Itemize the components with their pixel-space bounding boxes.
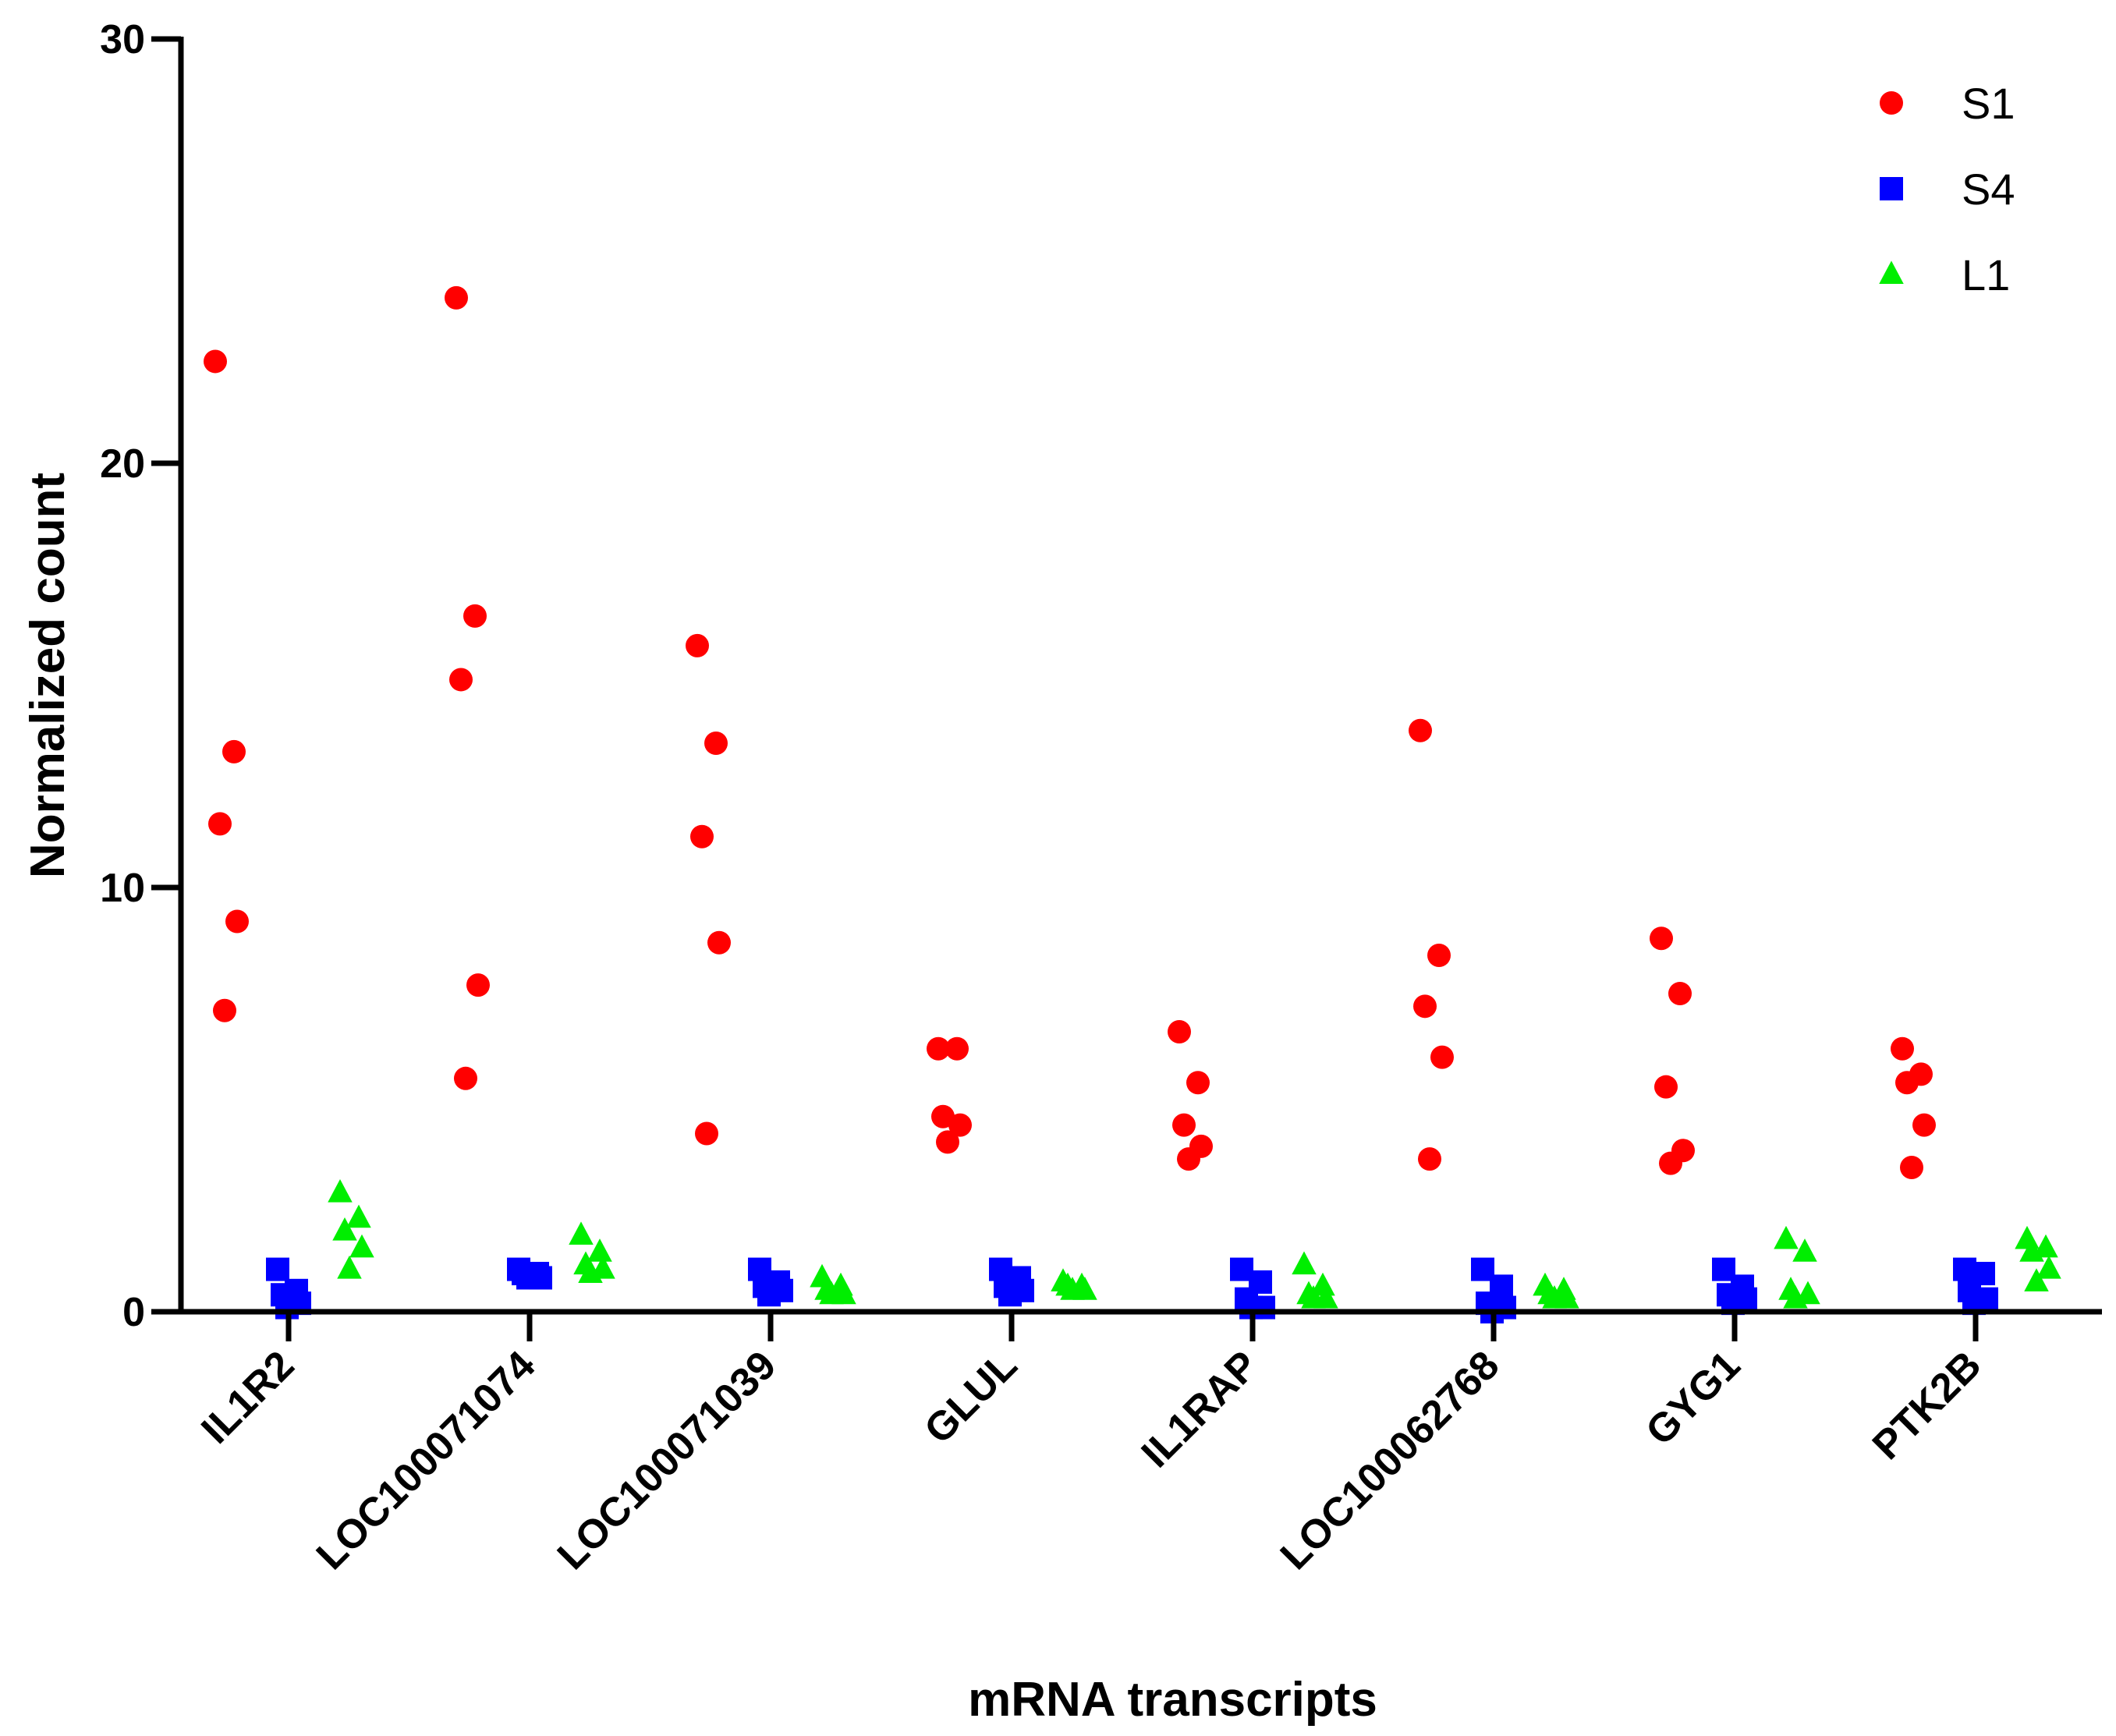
legend-item-s1: S1 — [1880, 79, 2015, 128]
x-tick-label: PTK2B — [1864, 1342, 1990, 1469]
data-point-l1 — [587, 1238, 612, 1262]
legend-marker-l1 — [1879, 260, 1904, 284]
y-tick-label: 10 — [100, 866, 145, 911]
data-point-s1 — [1900, 1156, 1923, 1180]
series-s1 — [204, 285, 1936, 1180]
data-point-s1 — [695, 1121, 718, 1146]
y-tick-label: 20 — [100, 441, 145, 487]
axes — [178, 37, 2102, 1315]
data-point-s1 — [1186, 1071, 1210, 1095]
data-point-s4 — [998, 1283, 1022, 1307]
x-tick-label: GLUL — [916, 1342, 1026, 1452]
data-point-l1 — [2015, 1225, 2040, 1249]
data-point-l1 — [2036, 1255, 2061, 1279]
data-point-s1 — [213, 998, 236, 1022]
data-point-s1 — [1912, 1113, 1936, 1137]
x-tick-label: IL1R2 — [193, 1342, 303, 1452]
legend-marker-s1 — [1880, 91, 1903, 115]
data-point-s1 — [1168, 1019, 1191, 1043]
data-point-s1 — [704, 732, 728, 756]
y-tick-label: 0 — [122, 1290, 145, 1335]
x-tick-label: IL1RAP — [1133, 1342, 1267, 1476]
data-point-l1 — [1792, 1238, 1817, 1262]
data-point-s1 — [1409, 718, 1432, 742]
data-point-s1 — [690, 824, 714, 849]
data-point-s1 — [945, 1036, 969, 1061]
data-point-s1 — [208, 812, 232, 836]
data-point-l1 — [332, 1217, 357, 1241]
legend-item-s4: S4 — [1880, 165, 2015, 214]
x-tick-label: GYG1 — [1637, 1342, 1749, 1454]
data-point-l1 — [578, 1259, 603, 1284]
data-point-s1 — [1659, 1151, 1682, 1175]
data-point-s1 — [927, 1036, 950, 1061]
legend-label: S4 — [1962, 165, 2015, 214]
data-point-l1 — [2033, 1234, 2058, 1258]
data-point-s1 — [225, 909, 249, 934]
legend-label: L1 — [1962, 250, 2010, 299]
series-l1 — [328, 1179, 2061, 1309]
data-point-s1 — [1172, 1113, 1196, 1137]
data-point-l1 — [337, 1255, 362, 1279]
data-point-s1 — [1430, 1045, 1454, 1069]
data-point-l1 — [569, 1221, 594, 1245]
data-point-l1 — [328, 1179, 353, 1203]
data-point-l1 — [1060, 1277, 1085, 1300]
data-point-s1 — [1895, 1071, 1919, 1095]
data-point-s1 — [1891, 1036, 1914, 1061]
data-point-s1 — [454, 1066, 477, 1090]
data-point-l1 — [349, 1234, 374, 1258]
data-point-l1 — [1783, 1285, 1808, 1309]
data-point-s1 — [204, 349, 227, 374]
x-axis-ticks: IL1R2 LOC100071074 LOC100071039 GLUL IL1RAP L… — [193, 1312, 1990, 1578]
data-point-l1 — [819, 1281, 844, 1305]
y-axis-title: Normalized count — [21, 473, 75, 878]
data-point-l1 — [1542, 1285, 1567, 1309]
data-point-s1 — [1654, 1075, 1678, 1099]
legend-item-l1: L1 — [1879, 250, 2010, 299]
legend: S1 S4 L1 — [1879, 79, 2015, 299]
data-point-s1 — [1650, 926, 1673, 951]
data-point-l1 — [346, 1204, 371, 1228]
data-point-s4 — [266, 1257, 289, 1281]
data-point-s4 — [516, 1266, 540, 1290]
x-tick-label: LOC100071039 — [549, 1342, 785, 1578]
legend-marker-s4 — [1880, 177, 1903, 200]
data-point-s1 — [1418, 1147, 1441, 1171]
data-point-s1 — [1413, 994, 1437, 1019]
data-point-s1 — [707, 930, 731, 955]
data-point-s4 — [757, 1283, 781, 1307]
data-point-l1 — [1774, 1225, 1799, 1249]
data-points — [204, 285, 2061, 1323]
data-point-s1 — [466, 973, 490, 997]
data-point-s1 — [445, 285, 468, 310]
x-tick-label: LOC100071074 — [308, 1342, 544, 1578]
data-point-l1 — [2024, 1268, 2049, 1291]
legend-label: S1 — [1962, 79, 2015, 128]
series-s4 — [266, 1257, 1998, 1323]
data-point-s1 — [463, 604, 487, 628]
data-point-s1 — [1668, 982, 1692, 1005]
data-point-s1 — [1427, 944, 1451, 968]
y-tick-label: 30 — [100, 17, 145, 62]
data-point-l1 — [2019, 1238, 2044, 1262]
data-point-s1 — [948, 1113, 972, 1137]
data-point-s1 — [686, 633, 709, 657]
data-point-s1 — [936, 1130, 959, 1154]
x-tick-label: LOC100062768 — [1272, 1342, 1508, 1578]
data-point-s1 — [1177, 1147, 1200, 1171]
data-point-l1 — [1301, 1285, 1326, 1309]
data-point-s1 — [222, 739, 246, 763]
data-point-l1 — [1310, 1272, 1335, 1296]
y-axis-ticks: 0 10 20 30 — [100, 17, 181, 1335]
data-point-s1 — [449, 668, 473, 692]
x-axis-title: mRNA transcripts — [968, 1673, 1377, 1727]
data-point-l1 — [1292, 1251, 1317, 1275]
